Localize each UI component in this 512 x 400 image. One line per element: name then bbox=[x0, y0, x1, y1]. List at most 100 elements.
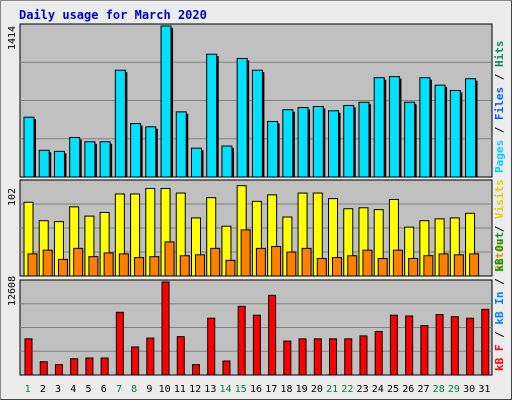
side-label-kbytes: kB F / kB In / kB Out bbox=[493, 232, 506, 371]
side-label-part: / bbox=[493, 67, 506, 87]
bar-sites-day-24 bbox=[377, 257, 388, 277]
bar-pages-day-8 bbox=[130, 123, 142, 178]
day-label-17: 17 bbox=[265, 384, 277, 395]
day-label-27: 27 bbox=[417, 384, 429, 395]
bar-pages-day-19 bbox=[297, 107, 309, 178]
bar-kbf-day-9 bbox=[146, 337, 155, 376]
side-label-part: kB F bbox=[493, 345, 506, 372]
side-label-hits: Pages / Files / Hits bbox=[493, 41, 506, 174]
bar-kbf-day-18 bbox=[283, 340, 292, 376]
day-label-8: 8 bbox=[131, 384, 137, 395]
bar-sites-day-13 bbox=[210, 247, 221, 277]
bar-kbf-day-5 bbox=[85, 357, 94, 376]
side-label-part: / bbox=[493, 120, 506, 140]
bar-pages-day-14 bbox=[221, 145, 233, 178]
bar-pages-day-12 bbox=[190, 147, 202, 178]
bar-sites-day-26 bbox=[408, 257, 419, 277]
bar-kbf-day-30 bbox=[466, 317, 475, 376]
bar-sites-day-21 bbox=[332, 257, 343, 277]
bar-sites-day-15 bbox=[240, 229, 251, 277]
day-label-11: 11 bbox=[174, 384, 186, 395]
bar-pages-day-20 bbox=[312, 106, 324, 178]
day-label-15: 15 bbox=[235, 384, 247, 395]
day-label-16: 16 bbox=[250, 384, 262, 395]
side-label-part: Hits bbox=[493, 41, 506, 68]
bar-kbf-day-12 bbox=[191, 364, 200, 376]
side-label-part: Files bbox=[493, 87, 506, 120]
ymax-label-kbytes: 12608 bbox=[7, 276, 18, 306]
day-label-9: 9 bbox=[146, 384, 152, 395]
side-label-part: / bbox=[493, 325, 506, 345]
day-label-25: 25 bbox=[387, 384, 399, 395]
bar-sites-day-3 bbox=[57, 258, 68, 277]
bar-sites-day-22 bbox=[347, 255, 358, 277]
bar-kbf-day-20 bbox=[313, 338, 322, 376]
bar-pages-day-4 bbox=[69, 136, 81, 178]
bar-kbf-day-13 bbox=[207, 317, 216, 376]
day-label-7: 7 bbox=[116, 384, 122, 395]
ymax-label-hits: 1414 bbox=[7, 26, 18, 50]
bar-kbf-day-3 bbox=[54, 364, 63, 376]
bar-pages-day-25 bbox=[388, 76, 400, 178]
bar-pages-day-29 bbox=[449, 90, 461, 178]
day-label-3: 3 bbox=[55, 384, 61, 395]
bar-pages-day-23 bbox=[358, 101, 370, 178]
bar-pages-day-26 bbox=[404, 101, 416, 178]
bar-kbf-day-1 bbox=[24, 338, 33, 376]
side-label-part: / bbox=[493, 272, 506, 292]
bar-sites-day-16 bbox=[255, 247, 266, 277]
day-label-1: 1 bbox=[25, 384, 31, 395]
bar-sites-day-12 bbox=[194, 254, 205, 277]
day-label-26: 26 bbox=[402, 384, 414, 395]
bar-kbf-day-27 bbox=[420, 325, 429, 376]
bar-sites-day-27 bbox=[423, 255, 434, 277]
bar-kbf-day-2 bbox=[39, 361, 48, 376]
day-label-30: 30 bbox=[463, 384, 475, 395]
bar-pages-day-7 bbox=[114, 69, 126, 178]
bar-sites-day-17 bbox=[271, 246, 282, 277]
bar-kbf-day-26 bbox=[405, 315, 414, 376]
day-label-5: 5 bbox=[86, 384, 92, 395]
bar-pages-day-1 bbox=[23, 116, 35, 178]
bar-sites-day-20 bbox=[316, 257, 327, 277]
day-label-18: 18 bbox=[280, 384, 292, 395]
day-label-22: 22 bbox=[341, 384, 353, 395]
bar-kbf-day-21 bbox=[329, 338, 338, 376]
day-label-28: 28 bbox=[433, 384, 445, 395]
bar-sites-day-19 bbox=[301, 247, 312, 277]
side-label-part: Visits bbox=[493, 179, 506, 219]
bar-kbf-day-7 bbox=[115, 311, 124, 376]
bar-kbf-day-25 bbox=[389, 314, 398, 376]
bar-pages-day-6 bbox=[99, 141, 111, 178]
side-label-part: kB In bbox=[493, 292, 506, 325]
bar-kbf-day-16 bbox=[252, 314, 261, 376]
bar-sites-day-29 bbox=[453, 254, 464, 277]
bar-kbf-day-22 bbox=[344, 338, 353, 376]
bar-sites-day-8 bbox=[134, 257, 145, 277]
bar-sites-day-11 bbox=[179, 255, 190, 277]
bar-kbf-day-8 bbox=[131, 346, 140, 376]
bar-sites-day-14 bbox=[225, 259, 236, 277]
day-label-24: 24 bbox=[372, 384, 384, 395]
bar-pages-day-10 bbox=[160, 25, 172, 178]
bar-kbf-day-23 bbox=[359, 335, 368, 376]
day-label-23: 23 bbox=[357, 384, 369, 395]
bar-sites-day-30 bbox=[469, 253, 480, 277]
bar-kbf-day-31 bbox=[481, 308, 490, 376]
bar-pages-day-2 bbox=[38, 149, 50, 178]
chart-title: Daily usage for March 2020 bbox=[19, 8, 207, 22]
bar-sites-day-6 bbox=[103, 252, 114, 277]
bar-pages-day-28 bbox=[434, 84, 446, 178]
bar-sites-day-7 bbox=[118, 253, 129, 277]
bar-sites-day-9 bbox=[149, 256, 160, 277]
day-label-6: 6 bbox=[101, 384, 107, 395]
bar-kbf-day-6 bbox=[100, 357, 109, 376]
bar-kbf-day-15 bbox=[237, 305, 246, 376]
bar-kbf-day-28 bbox=[435, 314, 444, 376]
bar-pages-day-24 bbox=[373, 77, 385, 178]
day-label-20: 20 bbox=[311, 384, 323, 395]
side-label-part: kB Out bbox=[493, 232, 506, 272]
bar-kbf-day-11 bbox=[176, 336, 185, 376]
bar-sites-day-5 bbox=[88, 256, 99, 277]
bar-pages-day-5 bbox=[84, 141, 96, 178]
